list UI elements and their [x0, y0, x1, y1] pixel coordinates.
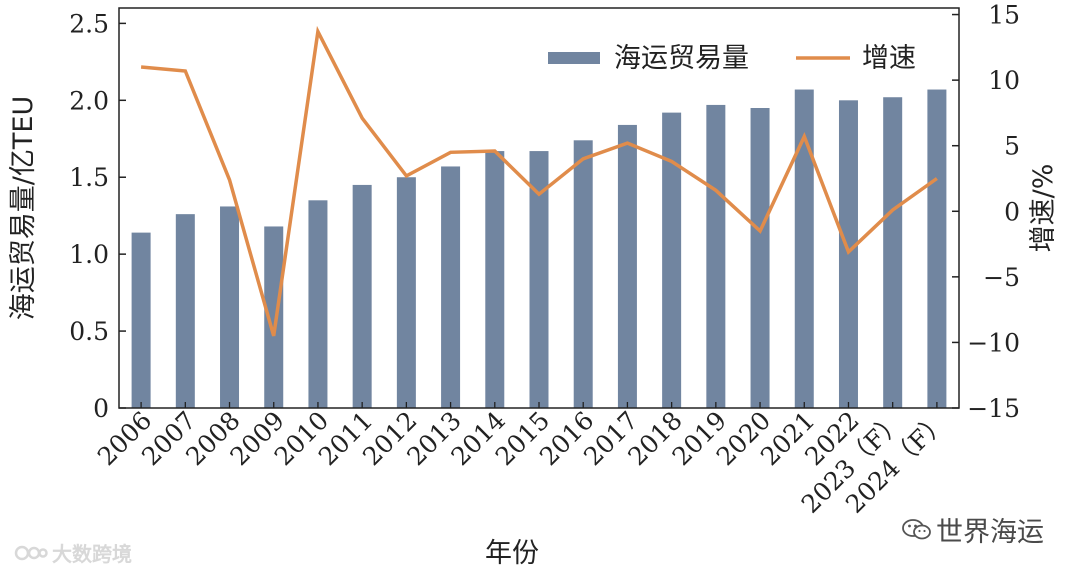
y2-tick-label: 10: [988, 66, 1020, 95]
bar-2009: [264, 226, 284, 408]
bar-2019: [706, 104, 726, 408]
growth-line: [140, 25, 938, 337]
bar-2020: [750, 108, 770, 408]
y2-tick-label: −5: [983, 263, 1020, 292]
y2-tick-label: −10: [967, 328, 1020, 357]
bar-2024（F）: [927, 89, 947, 409]
bar-2015: [529, 151, 549, 409]
y-tick-label: 1.0: [69, 240, 109, 269]
bar-series: [131, 89, 947, 409]
x-axis: 2006200720082009201020112012201320142015…: [92, 402, 953, 519]
bar-2014: [485, 151, 505, 409]
watermark-right: 世界海运: [902, 510, 1044, 549]
y2-tick-label: 15: [988, 1, 1020, 30]
brand-logo-icon: [14, 545, 48, 560]
y2-tick-label: 0: [1004, 197, 1020, 226]
watermark-left-text: 大数跨境: [52, 542, 132, 566]
bar-2016: [573, 140, 593, 409]
bar-2018: [662, 112, 682, 408]
y2-axis-title: 增速/%: [1028, 164, 1059, 253]
y-tick-label: 2.5: [69, 9, 109, 38]
bar-2011: [352, 184, 372, 408]
y-tick-label: 0.5: [69, 317, 109, 346]
y-tick-label: 0: [93, 394, 109, 423]
legend-bar-label: 海运贸易量: [614, 43, 749, 74]
legend-line-label: 增速: [862, 43, 916, 74]
watermark-left: 大数跨境: [14, 538, 132, 567]
bar-2021: [794, 89, 814, 409]
bar-2007: [175, 214, 195, 408]
bar-2012: [396, 177, 416, 408]
y2-tick-label: 5: [1004, 132, 1020, 161]
y2-tick-label: −15: [967, 394, 1020, 423]
wechat-icon: [902, 518, 931, 539]
bar-2013: [441, 166, 461, 408]
x-axis-title: 年份: [485, 538, 539, 569]
y-tick-label: 1.5: [69, 163, 109, 192]
watermark-right-text: 世界海运: [936, 517, 1044, 548]
bar-2006: [131, 232, 151, 408]
bar-2017: [617, 124, 637, 408]
bar-2008: [220, 206, 240, 408]
legend: 海运贸易量 增速: [548, 43, 916, 74]
legend-bar-swatch: [548, 52, 600, 64]
y-axis-title: 海运贸易量/亿TEU: [8, 96, 39, 320]
line-series: [140, 25, 938, 337]
left-axis: 0 0.5 1.0 1.5 2.0 2.5: [69, 9, 126, 423]
bar-2010: [308, 200, 328, 408]
right-axis: −15 −10 −5 0 5 10 15: [952, 1, 1020, 423]
bar-2023（F）: [883, 97, 903, 408]
y-tick-label: 2.0: [69, 86, 109, 115]
